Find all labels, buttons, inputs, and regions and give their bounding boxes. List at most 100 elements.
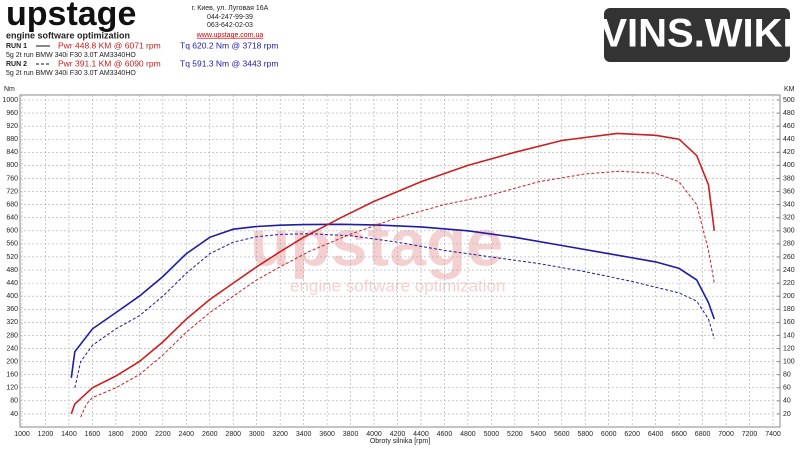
series-line [70,132,716,415]
run-power: Pwr 391.1 KM @ 6090 rpm [58,58,161,68]
y-tick-label: 320 [6,319,18,326]
y2-tick-label: 80 [783,372,791,379]
y-tick-label: 960 [6,110,18,117]
y-tick-label: 880 [6,136,18,143]
x-tick-label: 6800 [695,431,711,438]
y-tick-label: 280 [6,332,18,339]
x-tick-label: 6200 [624,431,640,438]
y2-tick-label: 340 [783,201,795,208]
y2-tick-label: 480 [783,110,795,117]
y-tick-label: 760 [6,175,18,182]
run-legend: RUN 1 Pwr 448.8 KM @ 6071 rpm Tq 620.2 Nm … [6,40,278,77]
y2-tick-label: 20 [783,411,791,418]
y-tick-label: 440 [6,280,18,287]
watermark: upstage engine software optimization [250,205,505,295]
y2-tick-label: 140 [783,332,795,339]
x-tick-label: 4800 [460,431,476,438]
run-description: 5g 2t run BMW 340i F30 3.0T AM3340HO [6,52,136,59]
x-tick-label: 7400 [765,431,781,438]
y2-tick-label: 460 [783,123,795,130]
x-tick-label: 5200 [507,431,523,438]
y2-tick-label: 440 [783,136,795,143]
x-tick-label: 7200 [742,431,758,438]
x-tick-label: 1600 [85,431,101,438]
y-tick-label: 240 [6,345,18,352]
y-tick-label: 520 [6,254,18,261]
address-line: г. Киев, ул. Луговая 16А [192,5,269,12]
y2-tick-label: 220 [783,280,795,287]
address-line: www.upstage.com.ua [196,32,264,39]
y-axis-label: Nm [4,86,15,93]
y-tick-label: 40 [10,411,18,418]
plot-frame [19,94,781,428]
y2-tick-label: 380 [783,175,795,182]
x-tick-label: 5000 [484,431,500,438]
y-tick-label: 680 [6,201,18,208]
y2-tick-label: 420 [783,149,795,156]
series-line [74,233,715,388]
run-power: Pwr 448.8 KM @ 6071 rpm [58,40,161,50]
x-tick-label: 3800 [343,431,359,438]
y-tick-label: 360 [6,306,18,313]
tagline: engine software optimization [6,30,130,40]
run-label: RUN 1 [6,43,27,50]
y-tick-label: 600 [6,228,18,235]
y2-tick-label: 200 [783,293,795,300]
x-tick-label: 3000 [249,431,265,438]
y-tick-label: 80 [10,398,18,405]
y-tick-label: 840 [6,149,18,156]
x-tick-label: 5800 [577,431,593,438]
y2-tick-label: 400 [783,162,795,169]
y-tick-label: 480 [6,267,18,274]
logo: upstage [6,0,136,33]
x-tick-label: 1200 [38,431,54,438]
y-tick-label: 720 [6,188,18,195]
x-tick-label: 3400 [296,431,312,438]
y2-tick-label: 100 [783,358,795,365]
x-axis-label: Obroty silnika [rpm] [370,438,430,445]
series-line [80,170,715,418]
y2-tick-label: 500 [783,97,795,104]
y2-tick-label: 60 [783,385,791,392]
run-torque: Tq 620.2 Nm @ 3718 rpm [180,40,278,50]
x-tick-label: 7000 [718,431,734,438]
address-line: 063-642-02-03 [207,22,253,29]
site-badge [604,8,790,62]
x-tick-label: 5600 [554,431,570,438]
x-tick-label: 2800 [225,431,241,438]
x-tick-label: 3200 [272,431,288,438]
run-torque: Tq 591.3 Nm @ 3443 rpm [180,58,278,68]
watermark-logo: upstage [250,205,503,279]
y-tick-label: 920 [6,123,18,130]
y2-tick-label: 280 [783,241,795,248]
y2-axis-label: KM [784,86,795,93]
x-tick-label: 1400 [61,431,77,438]
y-tick-label: 120 [6,385,18,392]
y-tick-label: 200 [6,358,18,365]
x-tick-label: 4400 [413,431,429,438]
x-tick-label: 5400 [531,431,547,438]
y2-tick-label: 300 [783,228,795,235]
y-tick-label: 640 [6,215,18,222]
y-tick-label: 400 [6,293,18,300]
y2-tick-label: 160 [783,319,795,326]
y2-tick-label: 120 [783,345,795,352]
y2-tick-label: 40 [783,398,791,405]
x-tick-label: 4000 [366,431,382,438]
x-tick-label: 6400 [648,431,664,438]
watermark-tagline: engine software optimization [290,276,505,295]
y2-tick-label: 240 [783,267,795,274]
y2-tick-label: 320 [783,215,795,222]
x-tick-label: 2200 [155,431,171,438]
y-tick-label: 560 [6,241,18,248]
y-tick-label: 160 [6,372,18,379]
y-tick-label: 1000 [2,97,18,104]
x-tick-label: 3600 [319,431,335,438]
x-tick-label: 6000 [601,431,617,438]
address-line: 044-247-99-39 [207,14,253,21]
x-tick-label: 2400 [178,431,194,438]
site-name: VINS.WIKI [600,12,793,56]
y2-tick-label: 360 [783,188,795,195]
x-tick-label: 1000 [14,431,30,438]
